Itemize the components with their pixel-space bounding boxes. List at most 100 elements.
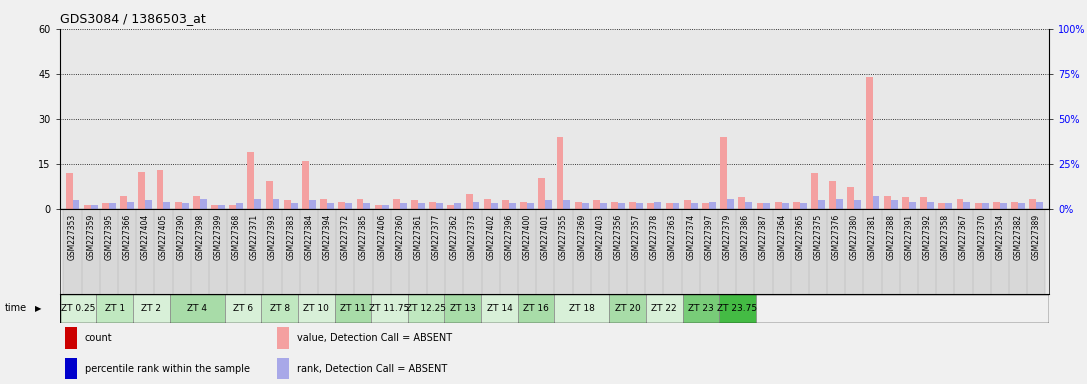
Bar — [865, 77, 873, 209]
Text: ZT 13: ZT 13 — [450, 304, 476, 313]
Text: value, Detection Call = ABSENT: value, Detection Call = ABSENT — [297, 333, 452, 343]
Text: GSM227399: GSM227399 — [213, 214, 223, 260]
Text: GSM227364: GSM227364 — [777, 214, 786, 260]
Text: ZT 20: ZT 20 — [615, 304, 640, 313]
Bar — [720, 294, 755, 323]
Text: GSM227381: GSM227381 — [869, 214, 877, 260]
Text: GSM227370: GSM227370 — [977, 214, 986, 260]
Bar — [919, 209, 936, 294]
Bar — [321, 199, 327, 209]
Text: GSM227361: GSM227361 — [413, 214, 423, 260]
Text: ZT 23: ZT 23 — [688, 304, 714, 313]
Bar — [336, 209, 354, 294]
Bar — [427, 209, 446, 294]
Bar — [1011, 202, 1019, 209]
Text: GSM227405: GSM227405 — [159, 214, 167, 260]
Bar — [636, 203, 644, 209]
Text: GDS3084 / 1386503_at: GDS3084 / 1386503_at — [60, 12, 205, 25]
Text: ▶: ▶ — [35, 304, 41, 313]
Bar — [819, 200, 825, 209]
Text: GSM227404: GSM227404 — [140, 214, 150, 260]
Text: ZT 6: ZT 6 — [233, 304, 253, 313]
Bar — [600, 203, 607, 209]
Bar — [418, 203, 425, 209]
Text: GSM227379: GSM227379 — [723, 214, 732, 260]
Bar — [400, 203, 407, 209]
Bar — [521, 202, 527, 209]
Bar — [938, 203, 946, 209]
Bar — [482, 209, 500, 294]
Bar — [409, 209, 427, 294]
Text: GSM227397: GSM227397 — [704, 214, 713, 260]
Bar — [609, 209, 627, 294]
Text: GSM227376: GSM227376 — [832, 214, 840, 260]
Bar — [373, 209, 390, 294]
Bar — [721, 137, 727, 209]
Text: GSM227354: GSM227354 — [996, 214, 1004, 260]
Bar — [936, 209, 954, 294]
Bar — [265, 181, 273, 209]
Text: GSM227388: GSM227388 — [886, 214, 896, 260]
Bar — [946, 203, 952, 209]
Bar — [157, 170, 163, 209]
Text: ZT 14: ZT 14 — [487, 304, 512, 313]
Bar — [502, 200, 509, 209]
Text: GSM227378: GSM227378 — [650, 214, 659, 260]
Bar — [100, 209, 118, 294]
Text: GSM227389: GSM227389 — [1032, 214, 1040, 260]
Text: GSM227382: GSM227382 — [1013, 214, 1023, 260]
Text: GSM227367: GSM227367 — [959, 214, 969, 260]
Text: GSM227365: GSM227365 — [796, 214, 804, 260]
Bar — [484, 199, 490, 209]
Bar — [963, 202, 971, 209]
Bar — [1009, 209, 1027, 294]
Bar — [327, 203, 334, 209]
Bar — [629, 202, 636, 209]
Bar — [673, 203, 679, 209]
Bar — [610, 294, 646, 323]
Bar — [63, 209, 82, 294]
Bar — [590, 209, 609, 294]
Bar — [182, 203, 188, 209]
Bar — [302, 161, 309, 209]
Bar — [518, 209, 536, 294]
Text: ZT 0.25: ZT 0.25 — [61, 304, 96, 313]
Bar — [702, 203, 709, 209]
Bar — [1027, 209, 1046, 294]
Text: ZT 8: ZT 8 — [270, 304, 289, 313]
Bar — [382, 205, 388, 209]
Bar — [97, 294, 133, 323]
Text: GSM227371: GSM227371 — [250, 214, 259, 260]
Bar — [109, 203, 116, 209]
Bar — [890, 200, 898, 209]
Bar — [884, 196, 890, 209]
Bar — [882, 209, 900, 294]
Bar — [836, 199, 844, 209]
Bar — [175, 202, 182, 209]
Bar — [136, 209, 154, 294]
Bar — [65, 327, 76, 349]
Bar — [538, 178, 546, 209]
Bar — [73, 200, 79, 209]
Text: GSM227363: GSM227363 — [669, 214, 677, 260]
Bar — [1036, 202, 1044, 209]
Bar — [573, 209, 590, 294]
Bar — [192, 196, 200, 209]
Text: GSM227391: GSM227391 — [904, 214, 913, 260]
Bar — [757, 203, 763, 209]
Bar — [133, 294, 170, 323]
Bar — [829, 181, 836, 209]
Bar — [390, 209, 409, 294]
Bar — [973, 209, 990, 294]
Bar — [863, 209, 882, 294]
Text: GSM227386: GSM227386 — [741, 214, 750, 260]
Bar — [646, 209, 663, 294]
Text: GSM227355: GSM227355 — [559, 214, 569, 260]
Bar — [846, 209, 863, 294]
Bar — [225, 294, 261, 323]
Bar — [873, 196, 879, 209]
Bar — [60, 294, 97, 323]
Bar — [990, 209, 1009, 294]
Text: GSM227401: GSM227401 — [540, 214, 550, 260]
Bar — [163, 202, 171, 209]
